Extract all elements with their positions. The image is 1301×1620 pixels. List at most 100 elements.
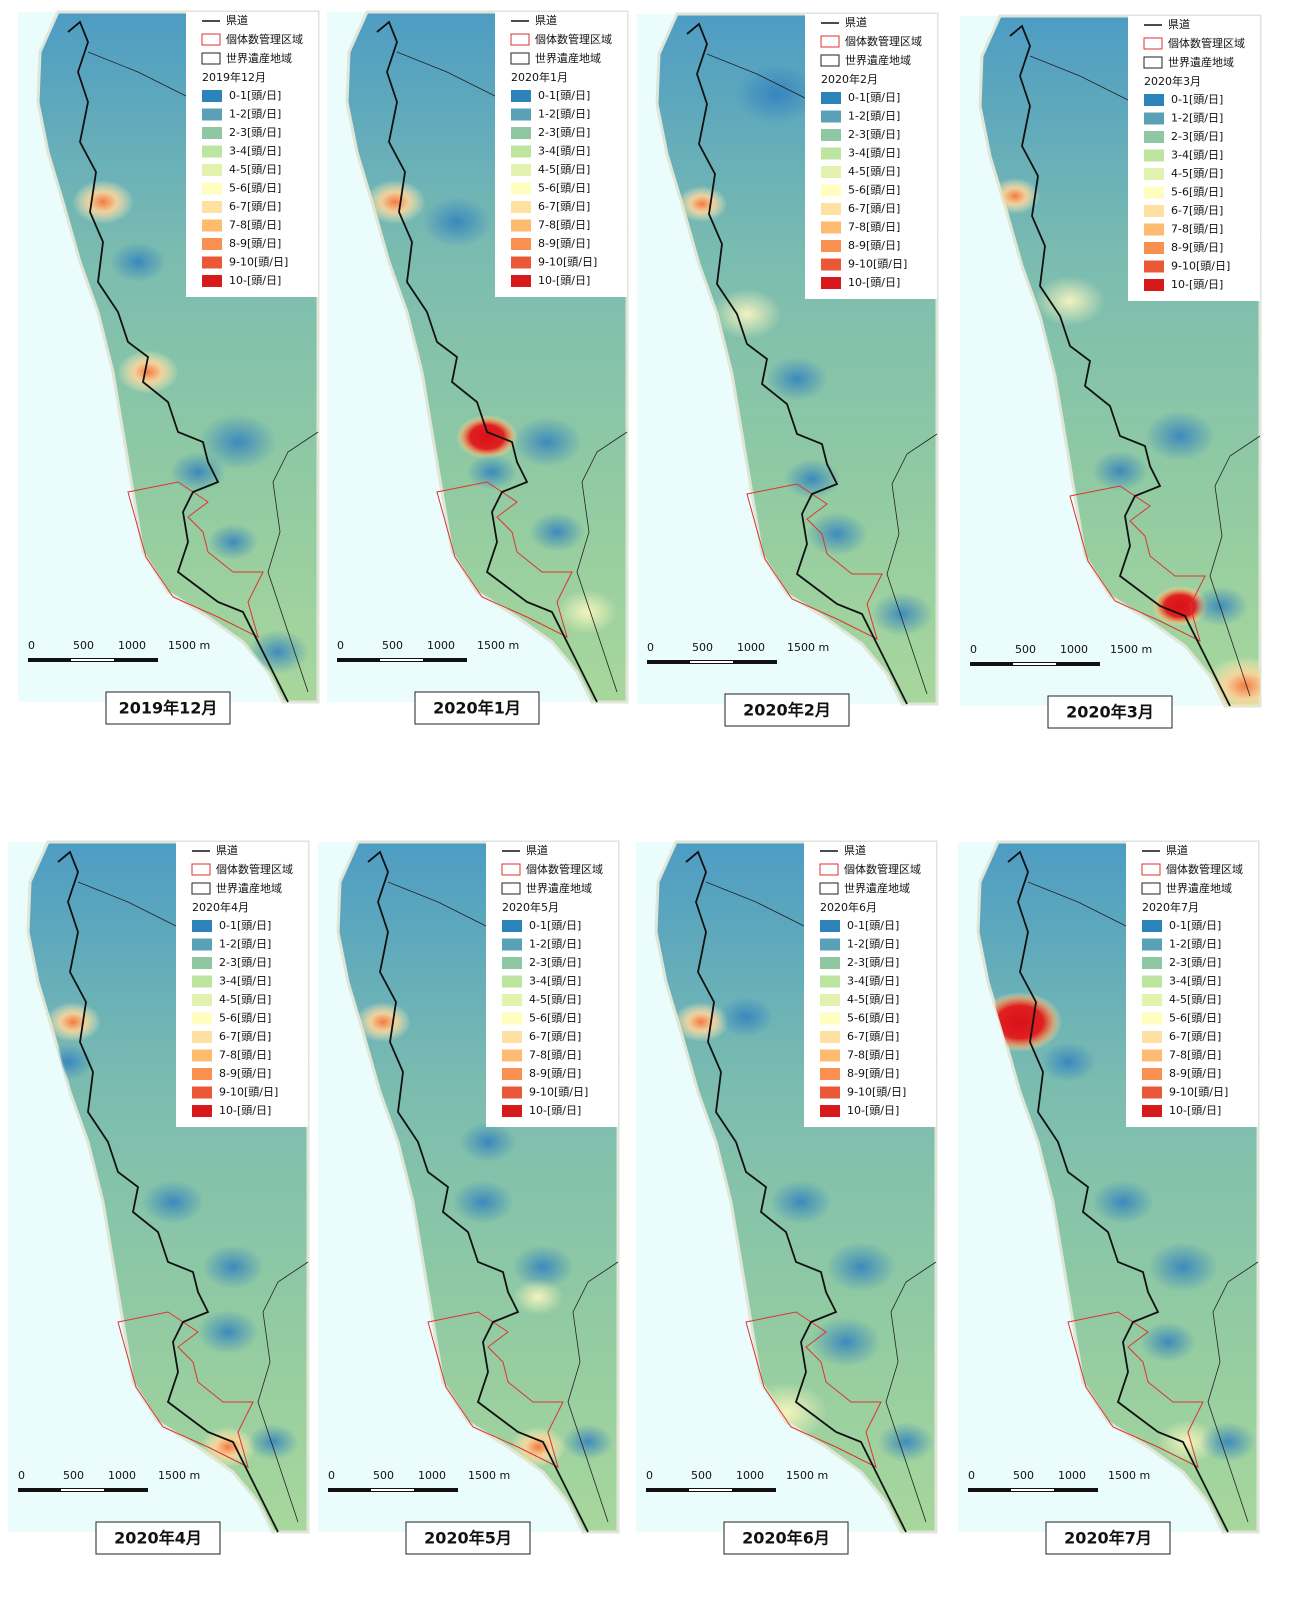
legend-class-swatch	[820, 1013, 840, 1025]
density-blob	[826, 1242, 896, 1292]
legend-class-swatch	[202, 90, 222, 102]
density-blob	[529, 512, 585, 552]
legend-class-label: 8-9[頭/日]	[529, 1067, 581, 1080]
legend-class-swatch	[820, 1105, 840, 1117]
legend-class-label: 9-10[頭/日]	[848, 258, 907, 271]
legend-class-label: 1-2[頭/日]	[848, 110, 900, 123]
legend-class-label: 1-2[頭/日]	[219, 938, 271, 951]
legend-class-swatch	[1142, 1013, 1162, 1025]
legend-class-label: 9-10[頭/日]	[1171, 260, 1230, 273]
scale-label: 1500 m	[158, 1469, 200, 1482]
legend-class-swatch	[821, 129, 841, 141]
legend-class-swatch	[1144, 279, 1164, 291]
legend-class-swatch	[511, 201, 531, 213]
legend-class-label: 4-5[頭/日]	[529, 993, 581, 1006]
legend-class-label: 8-9[頭/日]	[538, 237, 590, 250]
scale-label: 1500 m	[168, 639, 210, 652]
legend-label: 世界遺産地域	[226, 51, 292, 65]
scale-label: 1000	[427, 639, 455, 652]
legend-label: 個体数管理区域	[1168, 36, 1245, 50]
scale-label: 1500 m	[786, 1469, 828, 1482]
legend-class-swatch	[1142, 1031, 1162, 1043]
legend-class-swatch	[192, 1087, 212, 1099]
legend-label: 世界遺産地域	[526, 881, 592, 895]
legend-class-label: 6-7[頭/日]	[848, 202, 900, 215]
density-blob	[784, 459, 840, 499]
map-panel: 県道個体数管理区域世界遺産地域2020年5月0-1[頭/日]1-2[頭/日]2-…	[318, 842, 618, 1554]
scale-label: 500	[691, 1469, 712, 1482]
legend-class-swatch	[1142, 920, 1162, 932]
legend-class-swatch	[192, 1031, 212, 1043]
density-blob	[712, 289, 782, 339]
legend-class-swatch	[192, 976, 212, 988]
legend-class-swatch	[1142, 976, 1162, 988]
legend-class-label: 4-5[頭/日]	[538, 163, 590, 176]
legend: 県道個体数管理区域世界遺産地域2020年1月0-1[頭/日]1-2[頭/日]2-…	[495, 12, 627, 297]
caption: 2019年12月	[119, 699, 218, 718]
legend: 県道個体数管理区域世界遺産地域2020年4月0-1[頭/日]1-2[頭/日]2-…	[176, 842, 308, 1127]
legend-class-label: 4-5[頭/日]	[229, 163, 281, 176]
density-blob	[72, 180, 134, 224]
legend-label: 個体数管理区域	[535, 32, 612, 46]
legend-class-swatch	[821, 259, 841, 271]
caption: 2020年3月	[1066, 703, 1154, 722]
legend-class-swatch	[1144, 113, 1164, 125]
legend-class-label: 8-9[頭/日]	[848, 239, 900, 252]
legend-class-swatch	[502, 939, 522, 951]
legend-class-label: 6-7[頭/日]	[229, 200, 281, 213]
caption: 2020年7月	[1064, 1529, 1152, 1548]
scale-label: 0	[18, 1469, 25, 1482]
scale-label: 1000	[736, 1469, 764, 1482]
scale-label: 1500 m	[1110, 643, 1152, 656]
legend-class-swatch	[202, 220, 222, 232]
legend-class-label: 8-9[頭/日]	[219, 1067, 271, 1080]
legend-class-label: 10-[頭/日]	[529, 1104, 581, 1117]
legend-class-label: 5-6[頭/日]	[1171, 186, 1223, 199]
scale-label: 500	[1013, 1469, 1034, 1482]
scale-bar-segment	[61, 1489, 104, 1491]
legend-class-swatch	[192, 939, 212, 951]
legend-month: 2020年4月	[192, 900, 249, 914]
legend-class-label: 2-3[頭/日]	[219, 956, 271, 969]
legend-class-label: 10-[頭/日]	[848, 276, 900, 289]
density-blob	[1092, 1180, 1154, 1224]
legend-class-swatch	[202, 201, 222, 213]
legend-class-swatch	[502, 1013, 522, 1025]
legend-class-label: 2-3[頭/日]	[538, 126, 590, 139]
legend-class-swatch	[1144, 187, 1164, 199]
legend-class-label: 1-2[頭/日]	[1171, 112, 1223, 125]
scale-bar-segment	[1013, 663, 1056, 665]
legend-class-label: 9-10[頭/日]	[847, 1086, 906, 1099]
legend-class-label: 5-6[頭/日]	[538, 182, 590, 195]
map-panel: 県道個体数管理区域世界遺産地域2019年12月0-1[頭/日]1-2[頭/日]2…	[18, 12, 318, 724]
legend-class-label: 10-[頭/日]	[538, 274, 590, 287]
map-panel: 県道個体数管理区域世界遺産地域2020年4月0-1[頭/日]1-2[頭/日]2-…	[8, 842, 308, 1554]
legend-class-label: 5-6[頭/日]	[529, 1012, 581, 1025]
legend-class-label: 2-3[頭/日]	[529, 956, 581, 969]
density-blob	[1092, 451, 1148, 491]
scale-label: 1000	[118, 639, 146, 652]
legend-label: 個体数管理区域	[845, 34, 922, 48]
legend-class-label: 3-4[頭/日]	[847, 975, 899, 988]
legend-class-label: 6-7[頭/日]	[847, 1030, 899, 1043]
caption: 2020年4月	[114, 1529, 202, 1548]
legend-class-label: 1-2[頭/日]	[538, 108, 590, 121]
legend-class-swatch	[1142, 939, 1162, 951]
legend-class-swatch	[1144, 242, 1164, 254]
legend-month: 2020年5月	[502, 900, 559, 914]
density-blob	[142, 1180, 204, 1224]
legend-class-label: 3-4[頭/日]	[219, 975, 271, 988]
legend-class-label: 3-4[頭/日]	[538, 145, 590, 158]
scale-label: 0	[337, 639, 344, 652]
legend-class-label: 10-[頭/日]	[1169, 1104, 1221, 1117]
legend-class-swatch	[820, 1050, 840, 1062]
legend-class-swatch	[511, 146, 531, 158]
scale-bar-segment	[380, 659, 423, 661]
legend-class-swatch	[820, 920, 840, 932]
legend: 県道個体数管理区域世界遺産地域2020年2月0-1[頭/日]1-2[頭/日]2-…	[805, 14, 937, 299]
legend-class-label: 9-10[頭/日]	[529, 1086, 588, 1099]
legend-class-swatch	[502, 1105, 522, 1117]
legend-class-swatch	[202, 275, 222, 287]
legend-class-swatch	[511, 127, 531, 139]
legend-class-label: 6-7[頭/日]	[1171, 204, 1223, 217]
